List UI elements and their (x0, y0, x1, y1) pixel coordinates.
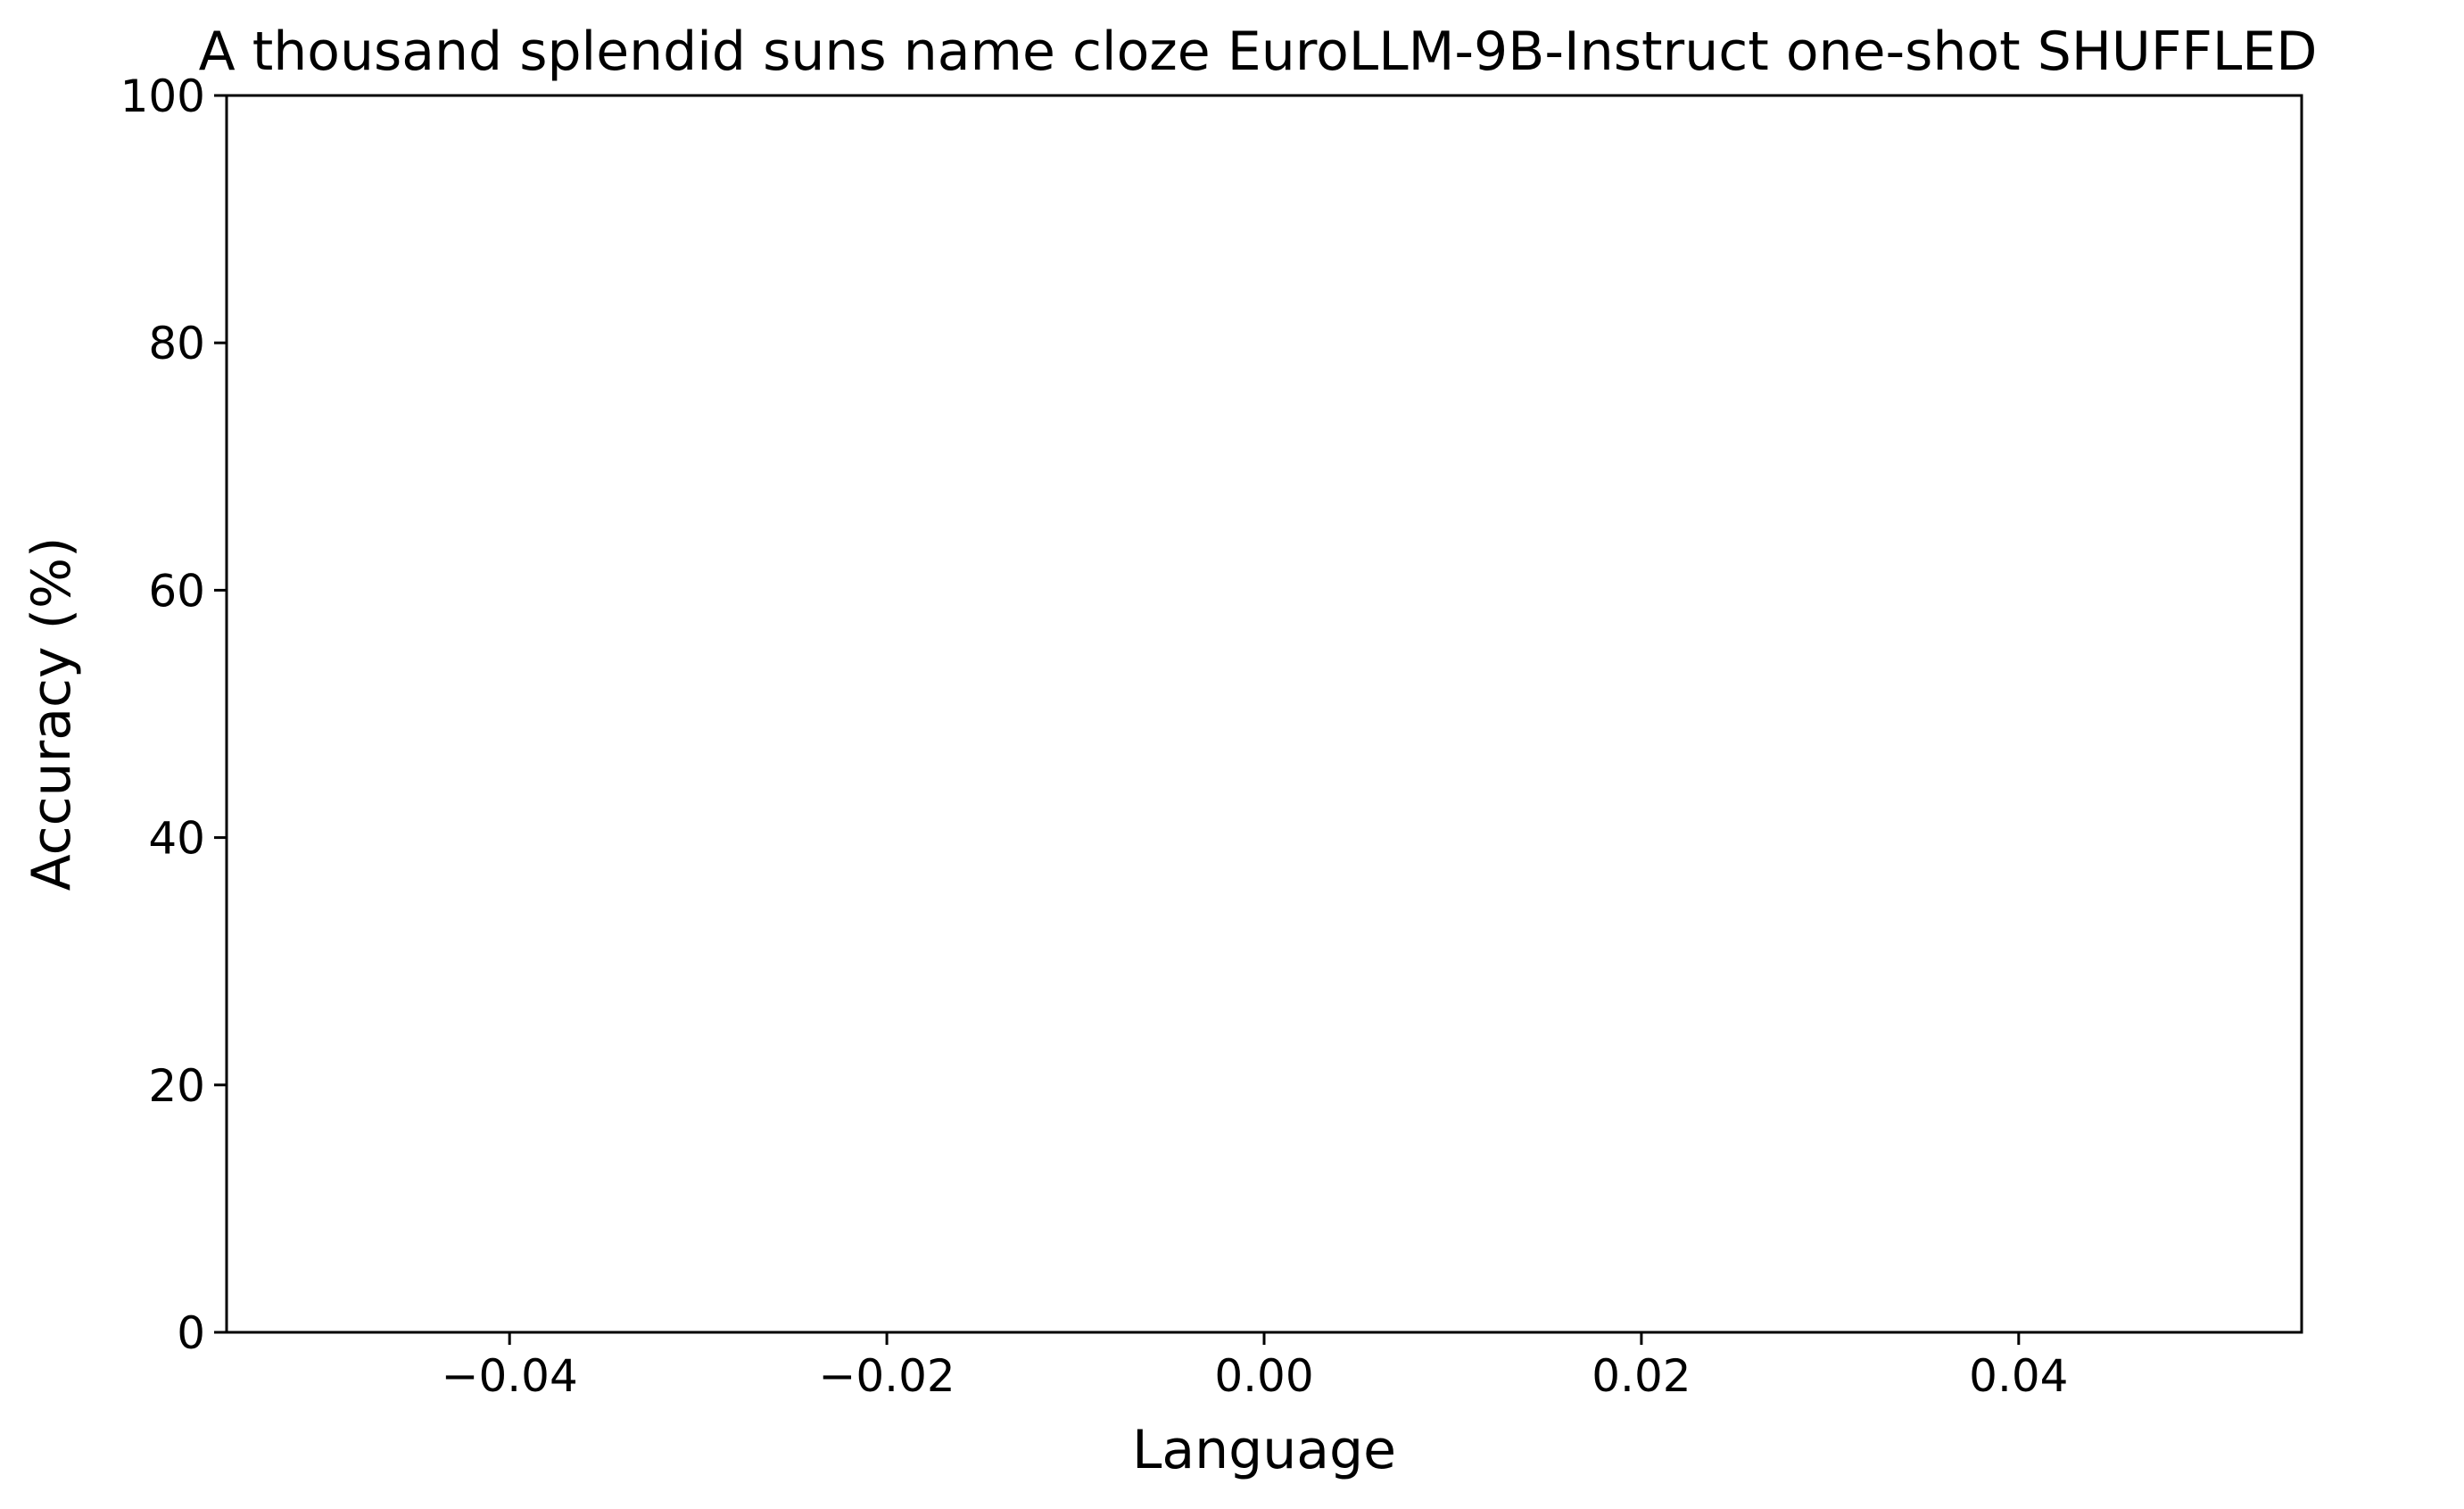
plot-frame (225, 94, 2303, 1334)
y-tick-label: 100 (120, 70, 205, 122)
x-axis-label: Language (1132, 1419, 1396, 1481)
x-tick-label: −0.02 (818, 1350, 955, 1402)
y-tick-label: 60 (148, 565, 205, 617)
x-tick-label: 0.04 (1969, 1350, 2068, 1402)
x-tick-label: 0.02 (1592, 1350, 1691, 1402)
y-tick-label: 40 (148, 813, 205, 865)
y-axis: 0 20 40 60 80 100 (120, 70, 227, 1359)
plot-area: −0.04 −0.02 0.00 0.02 0.04 0 20 40 60 80 100 (120, 70, 2303, 1402)
x-axis: −0.04 −0.02 0.00 0.02 0.04 (442, 1332, 2068, 1402)
chart-title: A thousand splendid suns name cloze Euro… (199, 21, 2318, 83)
x-tick-label: 0.00 (1214, 1350, 1313, 1402)
y-tick-label: 0 (177, 1307, 205, 1359)
y-axis-label: Accuracy (%) (21, 537, 83, 891)
x-tick-label: −0.04 (442, 1350, 578, 1402)
y-tick-label: 80 (148, 318, 205, 369)
y-tick-label: 20 (148, 1060, 205, 1112)
